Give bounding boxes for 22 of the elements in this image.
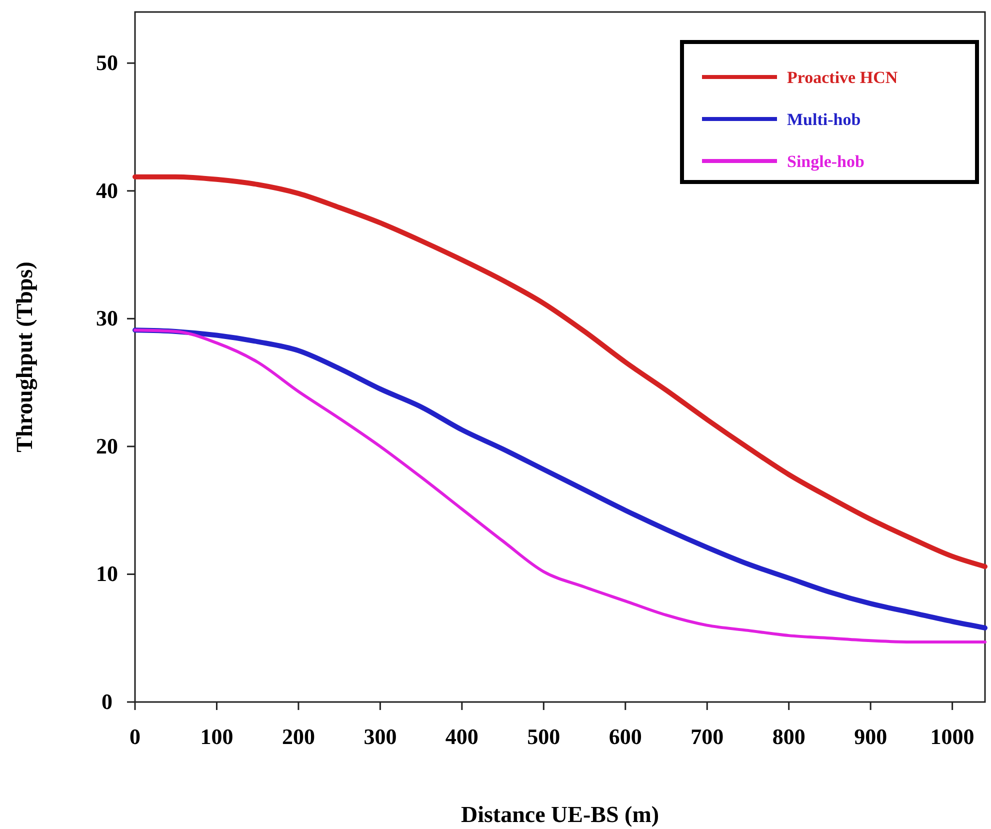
y-tick-label: 20 [96,433,118,458]
y-axis-title: Throughput (Tbps) [12,262,38,452]
x-tick-label: 900 [854,724,888,749]
x-tick-label: 0 [130,724,140,749]
x-tick-label: 800 [772,724,806,749]
x-tick-label: 500 [527,724,560,749]
y-tick-label: 30 [96,306,118,331]
legend-label: Proactive HCN [787,68,898,87]
y-tick-label: 50 [96,50,118,76]
legend-label: Multi-hob [787,110,861,129]
x-tick-label: 100 [200,724,234,749]
x-axis-title: Distance UE-BS (m) [460,802,660,827]
x-tick-label: 1000 [930,724,974,749]
x-tick-label: 700 [690,724,724,749]
x-tick-label: 400 [445,724,478,749]
x-tick-label: 300 [364,724,397,749]
y-tick-label: 0 [102,689,112,714]
y-tick-label: 40 [96,178,118,203]
x-tick-label: 600 [608,724,642,749]
y-tick-label: 10 [96,561,118,586]
x-tick-label: 200 [282,724,315,749]
legend-label: Single-hob [787,152,864,171]
